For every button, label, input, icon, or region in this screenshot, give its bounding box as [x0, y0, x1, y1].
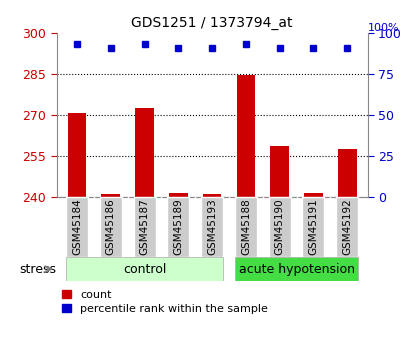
Bar [235, 197, 257, 257]
Bar [235, 257, 358, 281]
Text: GSM45190: GSM45190 [275, 198, 285, 255]
Text: GSM45193: GSM45193 [207, 198, 217, 255]
Bar [134, 197, 155, 257]
Bar [338, 149, 357, 197]
Text: 100%: 100% [368, 23, 399, 33]
Bar [68, 114, 86, 197]
Bar [304, 193, 323, 197]
Text: control: control [123, 263, 166, 276]
Bar [169, 193, 188, 197]
Text: GSM45184: GSM45184 [72, 198, 82, 255]
Text: GSM45189: GSM45189 [173, 198, 183, 255]
Bar [201, 197, 223, 257]
Text: stress: stress [19, 263, 56, 276]
Bar [135, 108, 154, 197]
Bar [269, 197, 291, 257]
Bar [270, 146, 289, 197]
Title: GDS1251 / 1373794_at: GDS1251 / 1373794_at [131, 16, 293, 30]
Bar [100, 197, 122, 257]
Text: GSM45186: GSM45186 [106, 198, 116, 255]
Bar [102, 194, 120, 197]
Text: GSM45191: GSM45191 [308, 198, 318, 255]
Bar [336, 197, 358, 257]
Bar [236, 75, 255, 197]
Text: GSM45187: GSM45187 [139, 198, 150, 255]
Bar [167, 197, 189, 257]
Text: GSM45188: GSM45188 [241, 198, 251, 255]
Text: GSM45192: GSM45192 [342, 198, 352, 255]
Text: acute hypotension: acute hypotension [239, 263, 354, 276]
Bar [203, 195, 221, 197]
Bar [66, 257, 223, 281]
Bar [302, 197, 324, 257]
Bar [66, 197, 88, 257]
Legend: count, percentile rank within the sample: count, percentile rank within the sample [62, 290, 268, 314]
